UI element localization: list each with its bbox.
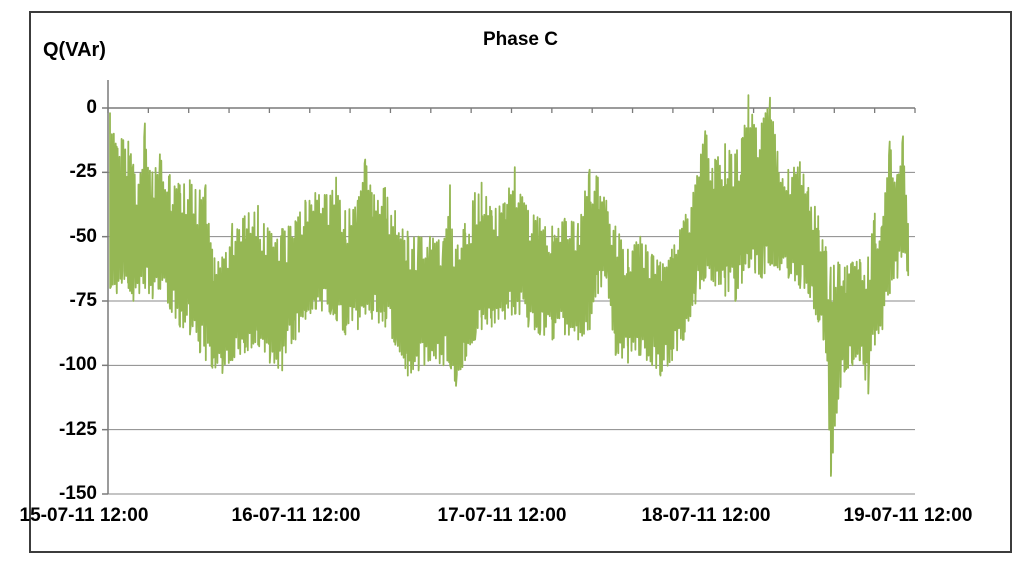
y-tick-label: -50 — [69, 225, 97, 247]
x-tick-label: 19-07-11 12:00 — [843, 505, 973, 526]
y-tick-label: -100 — [58, 354, 97, 376]
plot-area — [102, 80, 916, 495]
y-axis-unit-label: Q(VAr) — [43, 39, 106, 61]
x-tick-label: 15-07-11 12:00 — [19, 505, 149, 526]
chart-title: Phase C — [483, 29, 558, 50]
series-line-phase-c — [109, 94, 910, 477]
x-tick-label: 18-07-11 12:00 — [641, 505, 771, 526]
y-tick-label: -150 — [58, 483, 97, 504]
y-tick-label: 0 — [86, 97, 97, 118]
chart-frame: Phase C Q(VAr) 0 -25 -50 -75 -100 -125 -150 15… — [20, 11, 1012, 553]
y-tick-label: -75 — [69, 290, 97, 311]
x-tick-label: 17-07-11 12:00 — [437, 505, 567, 526]
y-tick-label: -125 — [58, 418, 97, 440]
x-tick-label: 16-07-11 12:00 — [231, 505, 361, 526]
y-tick-label: -25 — [69, 161, 97, 183]
